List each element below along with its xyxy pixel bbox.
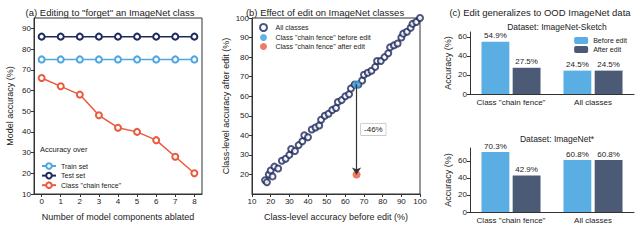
svg-text:20: 20: [22, 169, 31, 178]
svg-text:After edit: After edit: [593, 46, 621, 53]
svg-text:0: 0: [39, 197, 44, 206]
svg-text:Class "chain fence": Class "chain fence": [477, 216, 546, 225]
svg-text:50: 50: [22, 107, 31, 116]
svg-text:4: 4: [116, 197, 121, 206]
svg-text:2: 2: [78, 197, 83, 206]
svg-text:40: 40: [458, 51, 467, 60]
svg-text:60.8%: 60.8%: [566, 150, 589, 159]
svg-text:(a) Editing to "forget" an Ima: (a) Editing to "forget" an ImageNet clas…: [26, 7, 195, 18]
svg-text:1: 1: [59, 197, 64, 206]
svg-text:20: 20: [458, 70, 467, 79]
svg-text:90: 90: [397, 197, 406, 206]
svg-text:Class "chain fence" after edit: Class "chain fence" after edit: [276, 43, 365, 50]
svg-text:All classes: All classes: [574, 216, 612, 225]
svg-text:10: 10: [248, 197, 257, 206]
svg-text:40: 40: [458, 173, 467, 182]
svg-text:30: 30: [285, 197, 294, 206]
svg-text:80: 80: [378, 197, 387, 206]
svg-text:Before edit: Before edit: [593, 37, 627, 44]
svg-text:27.5%: 27.5%: [515, 57, 538, 66]
svg-text:20: 20: [458, 190, 467, 199]
svg-text:5: 5: [135, 197, 140, 206]
svg-text:30: 30: [22, 148, 31, 157]
svg-text:70: 70: [22, 65, 31, 74]
svg-text:20: 20: [266, 197, 275, 206]
svg-text:7: 7: [173, 197, 178, 206]
svg-text:Accuracy over: Accuracy over: [40, 145, 88, 154]
svg-text:50: 50: [240, 111, 249, 120]
svg-text:100: 100: [235, 13, 249, 23]
svg-text:40: 40: [240, 131, 249, 140]
svg-text:80: 80: [22, 45, 31, 54]
svg-text:8: 8: [192, 197, 197, 206]
svg-text:90: 90: [240, 33, 249, 42]
svg-text:40: 40: [304, 197, 313, 206]
svg-text:60: 60: [240, 92, 249, 101]
svg-text:Accuracy (%): Accuracy (%): [443, 153, 453, 207]
svg-text:Dataset: ImageNet*: Dataset: ImageNet*: [520, 134, 595, 144]
svg-text:40: 40: [22, 127, 31, 136]
svg-text:6: 6: [154, 197, 159, 206]
svg-text:70: 70: [240, 72, 249, 81]
svg-text:20: 20: [240, 170, 249, 179]
svg-text:All classes: All classes: [574, 98, 612, 107]
svg-text:-46%: -46%: [364, 125, 383, 134]
svg-text:(c) Edit generalizes to OOD Im: (c) Edit generalizes to OOD ImageNet dat…: [449, 7, 631, 18]
svg-text:24.5%: 24.5%: [566, 60, 589, 69]
svg-text:30: 30: [240, 150, 249, 159]
svg-text:(b) Effect of edit on ImageNet: (b) Effect of edit on ImageNet classes: [246, 7, 404, 18]
svg-text:10: 10: [22, 190, 31, 199]
svg-text:42.9%: 42.9%: [515, 165, 538, 174]
svg-text:100: 100: [413, 197, 427, 206]
svg-text:Model accuracy (%): Model accuracy (%): [5, 66, 15, 146]
svg-text:Class-level accuracy before ed: Class-level accuracy before edit (%): [264, 212, 408, 222]
svg-text:Train set: Train set: [61, 163, 88, 170]
svg-text:Class "chain fence": Class "chain fence": [61, 182, 122, 189]
svg-text:Accuracy (%): Accuracy (%): [443, 36, 453, 90]
svg-text:Class "chain fence" before edi: Class "chain fence" before edit: [276, 34, 371, 41]
svg-text:All classes: All classes: [276, 24, 310, 31]
svg-text:Number of model components abl: Number of model components ablated: [42, 212, 195, 222]
svg-text:90: 90: [22, 24, 31, 33]
svg-text:60: 60: [458, 156, 467, 165]
svg-text:54.9%: 54.9%: [484, 31, 507, 40]
svg-text:3: 3: [97, 197, 102, 206]
svg-text:24.5%: 24.5%: [597, 60, 620, 69]
svg-text:Test set: Test set: [61, 172, 85, 179]
svg-text:60: 60: [341, 197, 350, 206]
svg-text:0: 0: [463, 90, 468, 99]
svg-text:Class "chain fence": Class "chain fence": [477, 98, 546, 107]
svg-text:Dataset: ImageNet-Sketch: Dataset: ImageNet-Sketch: [507, 22, 607, 32]
svg-text:0: 0: [463, 208, 468, 217]
svg-text:80: 80: [240, 53, 249, 62]
svg-text:60: 60: [22, 86, 31, 95]
svg-text:Class-level accuracy after edi: Class-level accuracy after edit (%): [221, 38, 231, 175]
svg-text:60: 60: [458, 32, 467, 41]
svg-text:50: 50: [322, 197, 331, 206]
svg-text:70.3%: 70.3%: [484, 142, 507, 151]
svg-text:70: 70: [360, 197, 369, 206]
svg-text:60.8%: 60.8%: [597, 150, 620, 159]
